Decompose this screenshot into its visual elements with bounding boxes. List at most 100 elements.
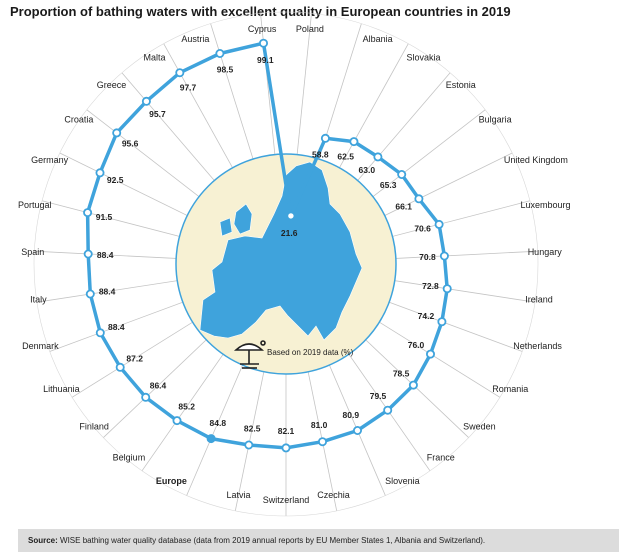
value-label-belgium: 85.2 — [178, 402, 195, 412]
data-point-cyprus — [258, 38, 268, 48]
value-label-lithuania: 87.2 — [126, 353, 143, 363]
data-point-czechia — [317, 437, 327, 447]
value-label-romania: 76.0 — [408, 340, 425, 350]
category-label-malta: Malta — [143, 53, 165, 63]
category-label-poland: Poland — [296, 24, 324, 34]
category-label-estonia: Estonia — [446, 80, 476, 90]
category-label-spain: Spain — [21, 247, 44, 257]
value-label-denmark: 88.4 — [108, 322, 125, 332]
category-label-romania: Romania — [492, 384, 528, 394]
data-point-sweden — [408, 380, 418, 390]
value-label-albania: 58.8 — [312, 150, 329, 160]
data-point-europe — [206, 434, 216, 444]
data-marks — [83, 38, 452, 453]
value-label-bulgaria: 65.3 — [380, 180, 397, 190]
category-label-switzerland: Switzerland — [263, 495, 310, 505]
data-point-switzerland — [281, 443, 291, 453]
value-label-slovenia: 80.9 — [343, 410, 360, 420]
data-point-austria — [215, 49, 225, 59]
value-label-cyprus: 99.1 — [257, 55, 274, 65]
data-point-belgium — [172, 416, 182, 426]
data-point-luxembourg — [434, 219, 444, 229]
category-label-austria: Austria — [181, 34, 209, 44]
data-point-spain — [83, 249, 93, 259]
value-label-croatia: 95.6 — [122, 138, 139, 148]
center-note: Based on 2019 data (%) — [267, 348, 354, 357]
data-point-slovenia — [352, 425, 362, 435]
value-label-greece: 95.7 — [149, 109, 166, 119]
data-point-croatia — [112, 128, 122, 138]
value-label-hungary: 70.8 — [419, 252, 436, 262]
value-label-finland: 86.4 — [150, 381, 167, 391]
category-label-albania: Albania — [363, 34, 393, 44]
data-point-ireland — [442, 284, 452, 294]
value-label-italy: 88.4 — [99, 286, 116, 296]
data-point-germany — [95, 168, 105, 178]
category-label-greece: Greece — [97, 80, 127, 90]
value-label-netherlands: 74.2 — [418, 311, 435, 321]
category-label-croatia: Croatia — [64, 115, 93, 125]
category-label-united-kingdom: United Kingdom — [504, 155, 568, 165]
data-point-france — [383, 405, 393, 415]
value-label-poland: 21.6 — [281, 228, 298, 238]
value-label-slovakia: 62.5 — [337, 152, 354, 162]
beach-umbrella-icon — [233, 340, 266, 369]
value-label-czechia: 81.0 — [311, 420, 328, 430]
data-point-albania — [320, 133, 330, 143]
value-labels: 21.6 58.8 62.5 63.0 65.3 66.1 70.6 70.8 72.8 74.2… — [96, 55, 439, 436]
center-map-disc: Based on 2019 data (%) — [175, 153, 397, 375]
data-point-finland — [141, 392, 151, 402]
data-series-line — [85, 41, 449, 450]
value-label-france: 79.5 — [370, 391, 387, 401]
category-label-sweden: Sweden — [463, 422, 496, 432]
value-label-portugal: 91.5 — [96, 212, 113, 222]
data-point-lithuania — [115, 362, 125, 372]
europe-map-icon — [199, 161, 363, 341]
category-label-slovenia: Slovenia — [385, 476, 420, 486]
category-label-denmark: Denmark — [22, 341, 59, 351]
uk-map-icon — [233, 203, 253, 235]
source-text: WISE bathing water quality database (dat… — [60, 536, 486, 545]
ireland-map-icon — [219, 217, 233, 237]
value-label-germany: 92.5 — [107, 175, 124, 185]
radar-outer-ring — [33, 11, 539, 517]
category-label-latvia: Latvia — [226, 490, 250, 500]
chart-title: Proportion of bathing waters with excell… — [10, 4, 511, 19]
data-point-slovakia — [349, 137, 359, 147]
category-label-czechia: Czechia — [317, 490, 350, 500]
value-label-ireland: 72.8 — [422, 281, 439, 291]
value-label-spain: 88.4 — [97, 250, 114, 260]
data-point-greece — [141, 96, 151, 106]
value-label-estonia: 63.0 — [359, 165, 376, 175]
data-point-hungary — [439, 251, 449, 261]
category-label-portugal: Portugal — [18, 200, 52, 210]
value-label-latvia: 82.5 — [244, 423, 261, 433]
category-label-cyprus: Cyprus — [248, 24, 277, 34]
data-point-denmark — [95, 328, 105, 338]
category-label-bulgaria: Bulgaria — [479, 115, 512, 125]
data-point-bulgaria — [397, 169, 407, 179]
category-label-belgium: Belgium — [113, 453, 146, 463]
data-point-united-kingdom — [414, 194, 424, 204]
data-point-latvia — [244, 440, 254, 450]
category-label-europe: Europe — [156, 476, 187, 486]
category-label-hungary: Hungary — [528, 247, 563, 257]
value-label-switzerland: 82.1 — [278, 426, 295, 436]
category-label-finland: Finland — [79, 422, 109, 432]
data-point-estonia — [373, 152, 383, 162]
value-label-malta: 97.7 — [180, 83, 197, 93]
category-label-italy: Italy — [30, 295, 47, 305]
value-label-europe: 84.8 — [210, 418, 227, 428]
data-point-poland — [286, 211, 296, 221]
source-footer: Source: WISE bathing water quality datab… — [18, 529, 619, 552]
data-point-portugal — [83, 208, 93, 218]
category-label-luxembourg: Luxembourg — [521, 200, 571, 210]
category-labels: Poland Albania Slovakia Estonia Bulgaria Unit… — [18, 24, 571, 505]
data-point-romania — [425, 349, 435, 359]
category-label-france: France — [427, 453, 455, 463]
category-label-germany: Germany — [31, 155, 69, 165]
value-label-sweden: 78.5 — [393, 368, 410, 378]
value-label-luxembourg: 70.6 — [414, 224, 431, 234]
data-point-netherlands — [437, 317, 447, 327]
category-label-lithuania: Lithuania — [43, 384, 80, 394]
